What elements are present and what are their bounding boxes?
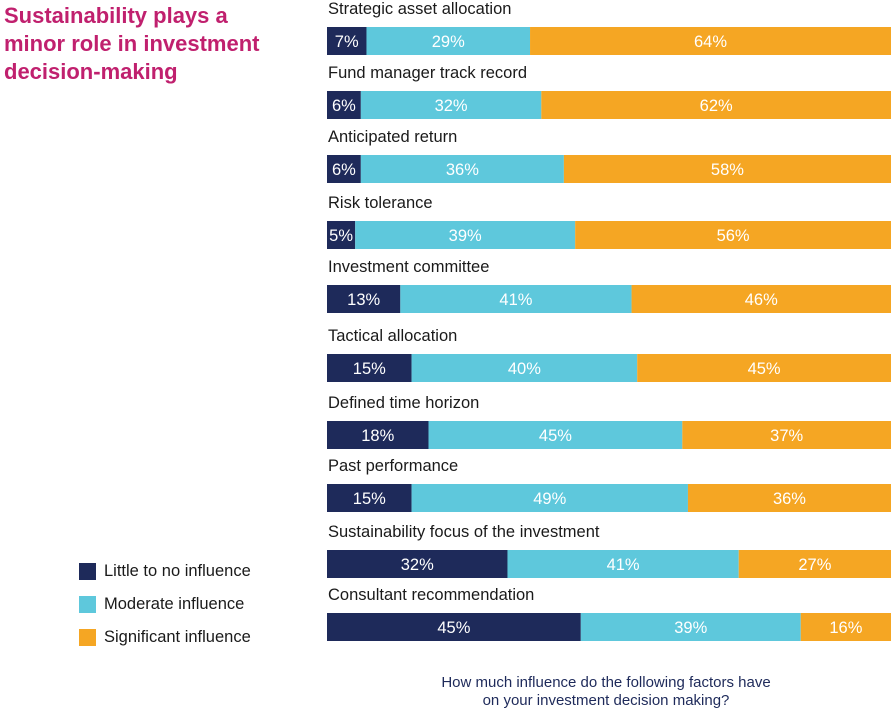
data-label: 15% xyxy=(353,360,386,378)
category-label: Anticipated return xyxy=(328,128,457,146)
data-label: 39% xyxy=(674,619,707,637)
data-label: 32% xyxy=(401,556,434,574)
legend-item: Moderate influence xyxy=(79,588,251,621)
data-label: 7% xyxy=(335,33,359,51)
chart-footnote: How much influence do the following fact… xyxy=(396,674,816,710)
data-label: 39% xyxy=(449,227,482,245)
data-label: 62% xyxy=(700,97,733,115)
legend-swatch xyxy=(79,629,96,646)
data-label: 15% xyxy=(353,490,386,508)
data-label: 64% xyxy=(694,33,727,51)
category-label: Risk tolerance xyxy=(328,194,433,212)
category-label: Defined time horizon xyxy=(328,394,479,412)
bar-group: Consultant recommendation 45% 39% 16% xyxy=(327,586,891,641)
bar-group: Anticipated return 6% 36% 58% xyxy=(327,128,891,183)
data-label: 5% xyxy=(329,227,353,245)
legend-swatch xyxy=(79,596,96,613)
data-label: 56% xyxy=(717,227,750,245)
data-label: 58% xyxy=(711,161,744,179)
data-label: 16% xyxy=(829,619,862,637)
category-label: Strategic asset allocation xyxy=(328,0,511,18)
data-label: 41% xyxy=(607,556,640,574)
legend: Little to no influence Moderate influence… xyxy=(79,555,251,654)
legend-label: Significant influence xyxy=(104,628,251,647)
data-label: 41% xyxy=(499,291,532,309)
data-label: 32% xyxy=(435,97,468,115)
bar-group: Past performance 15% 49% 36% xyxy=(327,457,891,512)
legend-label: Little to no influence xyxy=(104,562,251,581)
legend-label: Moderate influence xyxy=(104,595,244,614)
bar-group: Tactical allocation 15% 40% 45% xyxy=(327,327,891,382)
data-label: 36% xyxy=(446,161,479,179)
data-label: 46% xyxy=(745,291,778,309)
legend-item: Little to no influence xyxy=(79,555,251,588)
data-label: 36% xyxy=(773,490,806,508)
data-label: 18% xyxy=(361,427,394,445)
data-label: 40% xyxy=(508,360,541,378)
bar-group: Sustainability focus of the investment 32… xyxy=(327,523,891,578)
bar-group: Defined time horizon 18% 45% 37% xyxy=(327,394,891,449)
bar-group: Risk tolerance 5% 39% 56% xyxy=(327,194,891,249)
legend-swatch xyxy=(79,563,96,580)
data-label: 45% xyxy=(539,427,572,445)
data-label: 49% xyxy=(533,490,566,508)
legend-item: Significant influence xyxy=(79,621,251,654)
category-label: Sustainability focus of the investment xyxy=(328,523,600,541)
data-label: 6% xyxy=(332,97,356,115)
category-label: Fund manager track record xyxy=(328,64,527,82)
data-label: 45% xyxy=(748,360,781,378)
category-label: Consultant recommendation xyxy=(328,586,534,604)
data-label: 6% xyxy=(332,161,356,179)
data-label: 37% xyxy=(770,427,803,445)
category-label: Past performance xyxy=(328,457,458,475)
bar-group: Strategic asset allocation 7% 29% 64% xyxy=(327,0,891,55)
bar-group: Investment committee 13% 41% 46% xyxy=(327,258,891,313)
data-label: 27% xyxy=(798,556,831,574)
data-label: 29% xyxy=(432,33,465,51)
data-label: 13% xyxy=(347,291,380,309)
data-label: 45% xyxy=(437,619,470,637)
bar-group: Fund manager track record 6% 32% 62% xyxy=(327,64,891,119)
category-label: Investment committee xyxy=(328,258,489,276)
category-label: Tactical allocation xyxy=(328,327,457,345)
